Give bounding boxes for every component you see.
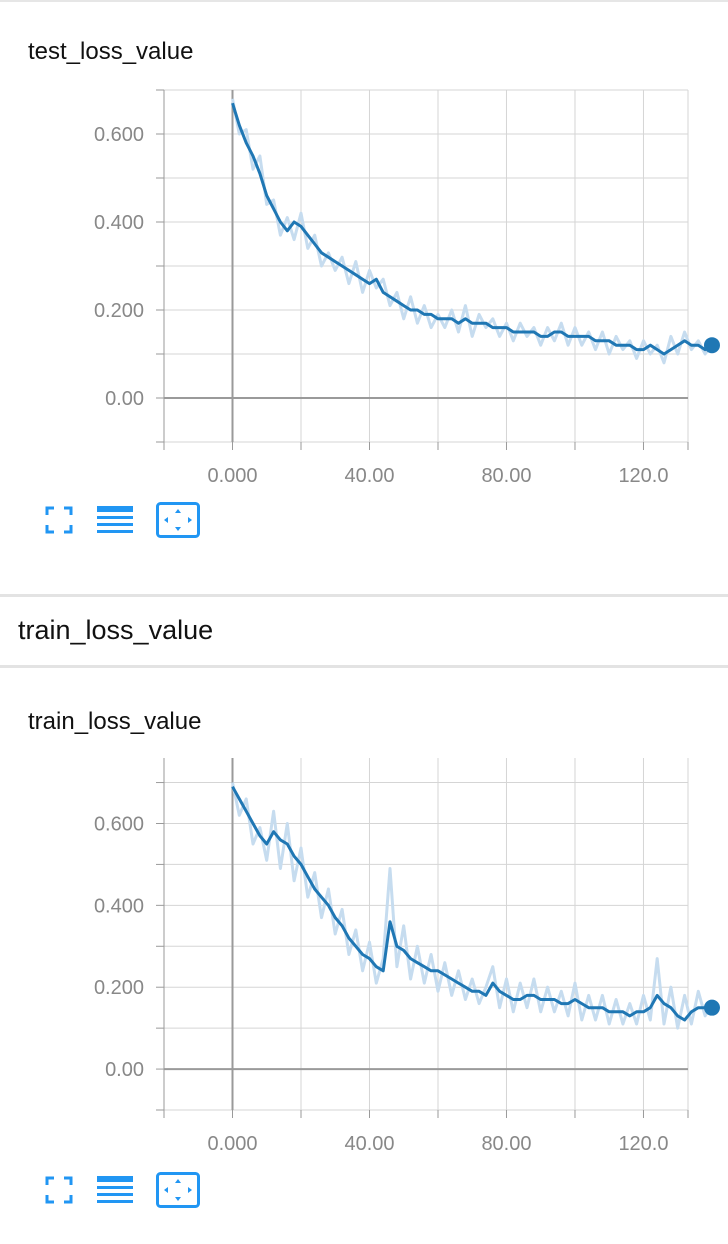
data-table-icon[interactable] [96, 1174, 134, 1211]
expand-icon[interactable] [44, 1175, 74, 1210]
last-point-marker [703, 337, 720, 354]
smoothed-series-line [231, 785, 712, 1022]
y-tick-label: 0.600 [94, 813, 144, 835]
chart-toolbar [44, 501, 222, 543]
y-tick-label: 0.200 [94, 977, 144, 999]
x-tick-label: 120.0 [618, 1133, 668, 1155]
x-tick-label: 80.00 [481, 465, 531, 487]
y-tick-label: 0.200 [94, 300, 144, 322]
chart-title: train_loss_value [28, 708, 202, 735]
chart-card-train-loss: train_loss_value 0.000 40.00 80.00 120.0 0.0… [0, 668, 728, 1244]
smoothed-series-line [231, 102, 713, 356]
chart-card-test-loss: test_loss_value 0.000 40.00 80.00 120.0 0.00… [0, 0, 728, 590]
x-tick-label: 80.00 [481, 1133, 531, 1155]
expand-icon[interactable] [44, 505, 74, 540]
chart-title: test_loss_value [28, 38, 194, 65]
last-point-marker [703, 999, 720, 1016]
chart-toolbar [44, 1171, 222, 1213]
y-tick-label: 0.00 [105, 1059, 144, 1081]
y-tick-label: 0.600 [94, 124, 144, 146]
section-title: train_loss_value [18, 615, 214, 645]
fit-domain-icon[interactable] [156, 1171, 200, 1213]
y-tick-label: 0.00 [105, 388, 144, 410]
data-table-icon[interactable] [96, 504, 134, 541]
top-shadow [0, 0, 728, 2]
section-header[interactable]: train_loss_value [0, 594, 728, 668]
fit-domain-icon[interactable] [156, 501, 200, 543]
line-chart-train-loss[interactable]: 0.000 40.00 80.00 120.0 0.00 0.200 0.400 0.600 [0, 748, 728, 1168]
y-tick-label: 0.400 [94, 895, 144, 917]
x-tick-label: 0.000 [207, 1133, 257, 1155]
y-tick-label: 0.400 [94, 212, 144, 234]
x-tick-label: 40.00 [344, 465, 394, 487]
x-tick-label: 0.000 [207, 465, 257, 487]
x-tick-label: 120.0 [618, 465, 668, 487]
line-chart-test-loss[interactable]: 0.000 40.00 80.00 120.0 0.00 0.200 0.400 0.600 [0, 80, 728, 500]
x-tick-label: 40.00 [344, 1133, 394, 1155]
raw-series-line [231, 782, 714, 1030]
